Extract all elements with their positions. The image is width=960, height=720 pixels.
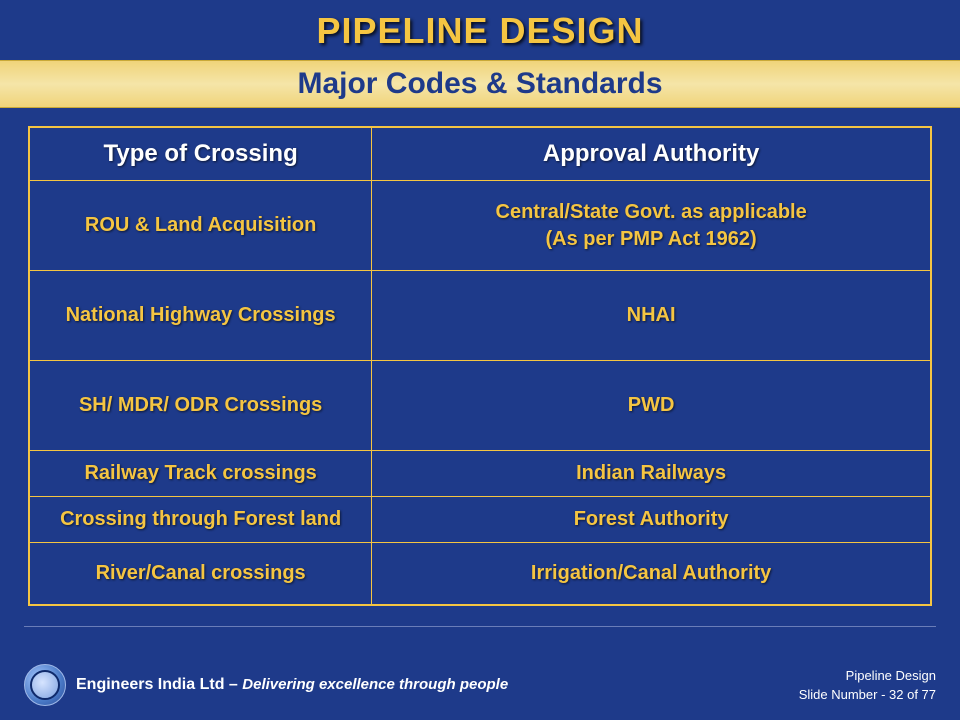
col-header-authority: Approval Authority bbox=[372, 127, 931, 181]
cell-authority: Central/State Govt. as applicable (As pe… bbox=[372, 181, 931, 271]
cell-authority-line2: (As per PMP Act 1962) bbox=[380, 226, 922, 253]
subtitle-text: Major Codes & Standards bbox=[297, 67, 662, 100]
footer-doc-title: Pipeline Design bbox=[799, 666, 936, 686]
company-line: Engineers India Ltd – Delivering excelle… bbox=[76, 676, 508, 694]
cell-type: Crossing through Forest land bbox=[29, 497, 372, 543]
col-header-type: Type of Crossing bbox=[29, 127, 372, 181]
cell-authority: Irrigation/Canal Authority bbox=[372, 543, 931, 605]
company-separator: – bbox=[224, 676, 242, 693]
cell-type: River/Canal crossings bbox=[29, 543, 372, 605]
footer-slide-number: Slide Number - 32 of 77 bbox=[799, 685, 936, 705]
table-row: River/Canal crossings Irrigation/Canal A… bbox=[29, 543, 931, 605]
footer-left: Engineers India Ltd – Delivering excelle… bbox=[24, 664, 508, 706]
main-title: PIPELINE DESIGN bbox=[0, 0, 960, 60]
cell-type: Railway Track crossings bbox=[29, 451, 372, 497]
cell-authority: PWD bbox=[372, 361, 931, 451]
cell-authority: Forest Authority bbox=[372, 497, 931, 543]
footer-divider bbox=[24, 626, 936, 627]
table-header-row: Type of Crossing Approval Authority bbox=[29, 127, 931, 181]
table-row: SH/ MDR/ ODR Crossings PWD bbox=[29, 361, 931, 451]
company-tagline: Delivering excellence through people bbox=[242, 676, 508, 693]
subtitle-bar: Major Codes & Standards bbox=[0, 60, 960, 108]
table-row: National Highway Crossings NHAI bbox=[29, 271, 931, 361]
crossings-table: Type of Crossing Approval Authority ROU … bbox=[28, 126, 932, 606]
cell-authority-line1: Central/State Govt. as applicable bbox=[380, 199, 922, 226]
footer: Engineers India Ltd – Delivering excelle… bbox=[0, 664, 960, 706]
table-row: ROU & Land Acquisition Central/State Gov… bbox=[29, 181, 931, 271]
company-logo-inner bbox=[30, 670, 60, 700]
cell-authority: Indian Railways bbox=[372, 451, 931, 497]
company-name: Engineers India Ltd bbox=[76, 676, 224, 693]
crossings-table-container: Type of Crossing Approval Authority ROU … bbox=[0, 108, 960, 606]
cell-type: SH/ MDR/ ODR Crossings bbox=[29, 361, 372, 451]
main-title-text: PIPELINE DESIGN bbox=[316, 10, 643, 51]
table-row: Railway Track crossings Indian Railways bbox=[29, 451, 931, 497]
cell-type: ROU & Land Acquisition bbox=[29, 181, 372, 271]
cell-authority: NHAI bbox=[372, 271, 931, 361]
cell-type: National Highway Crossings bbox=[29, 271, 372, 361]
company-logo-icon bbox=[24, 664, 66, 706]
footer-right: Pipeline Design Slide Number - 32 of 77 bbox=[799, 666, 936, 705]
table-row: Crossing through Forest land Forest Auth… bbox=[29, 497, 931, 543]
